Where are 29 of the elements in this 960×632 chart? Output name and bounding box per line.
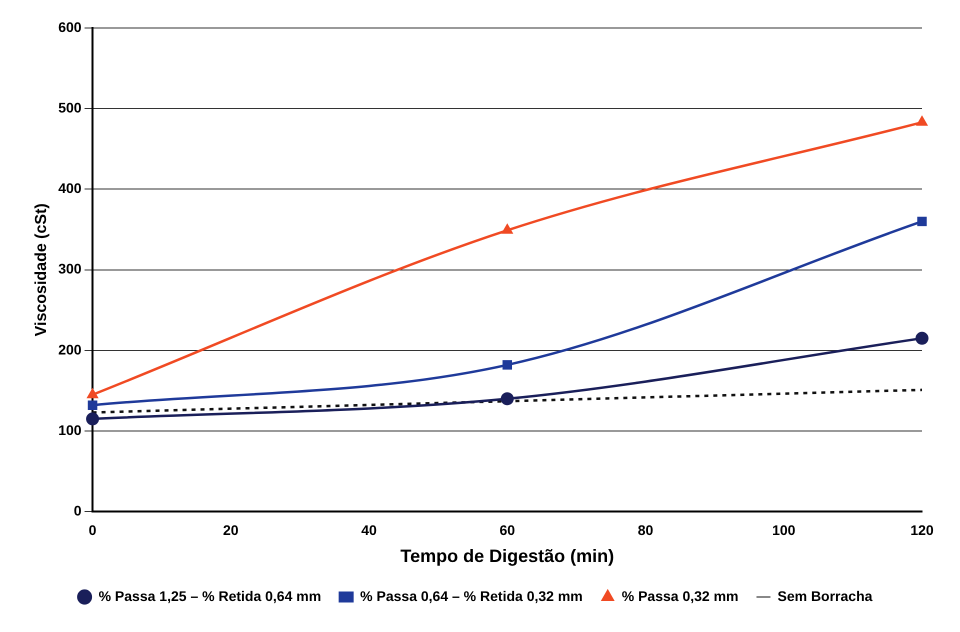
x-axis-title: Tempo de Digestão (min) (400, 546, 614, 566)
x-tick-label: 120 (910, 522, 934, 538)
point (502, 224, 513, 234)
x-tick-label: 20 (223, 522, 239, 538)
y-tick-label: 0 (74, 502, 82, 518)
y-tick-label: 100 (58, 422, 82, 438)
x-tick-label: 0 (88, 522, 97, 538)
x-tick-label: 40 (361, 522, 378, 538)
x-tick-label: 100 (772, 522, 796, 538)
y-tick-label: 500 (58, 99, 82, 116)
x-tick-label: 80 (638, 522, 654, 538)
legend-label: Sem Borracha (777, 588, 873, 604)
y-tick-label: 600 (58, 18, 82, 35)
y-tick-label: 200 (58, 341, 82, 358)
y-tick-label: 400 (58, 180, 82, 196)
x-tick-label: 60 (499, 522, 516, 538)
point (86, 412, 100, 426)
legend-label: % Passa 1,25 – % Retida 0,64 mm (98, 588, 322, 604)
point (916, 332, 928, 345)
y-axis-title: Viscosidade (cSt) (33, 203, 50, 336)
legend-label: % Passa 0,32 mm (622, 588, 738, 604)
point (916, 116, 928, 126)
legend-label: % Passa 0,64 – % Retida 0,32 mm (360, 588, 583, 604)
point (88, 400, 98, 410)
y-tick-label: 300 (58, 260, 82, 277)
point (500, 392, 514, 406)
point (917, 216, 927, 226)
point (86, 388, 98, 398)
point (502, 360, 512, 370)
